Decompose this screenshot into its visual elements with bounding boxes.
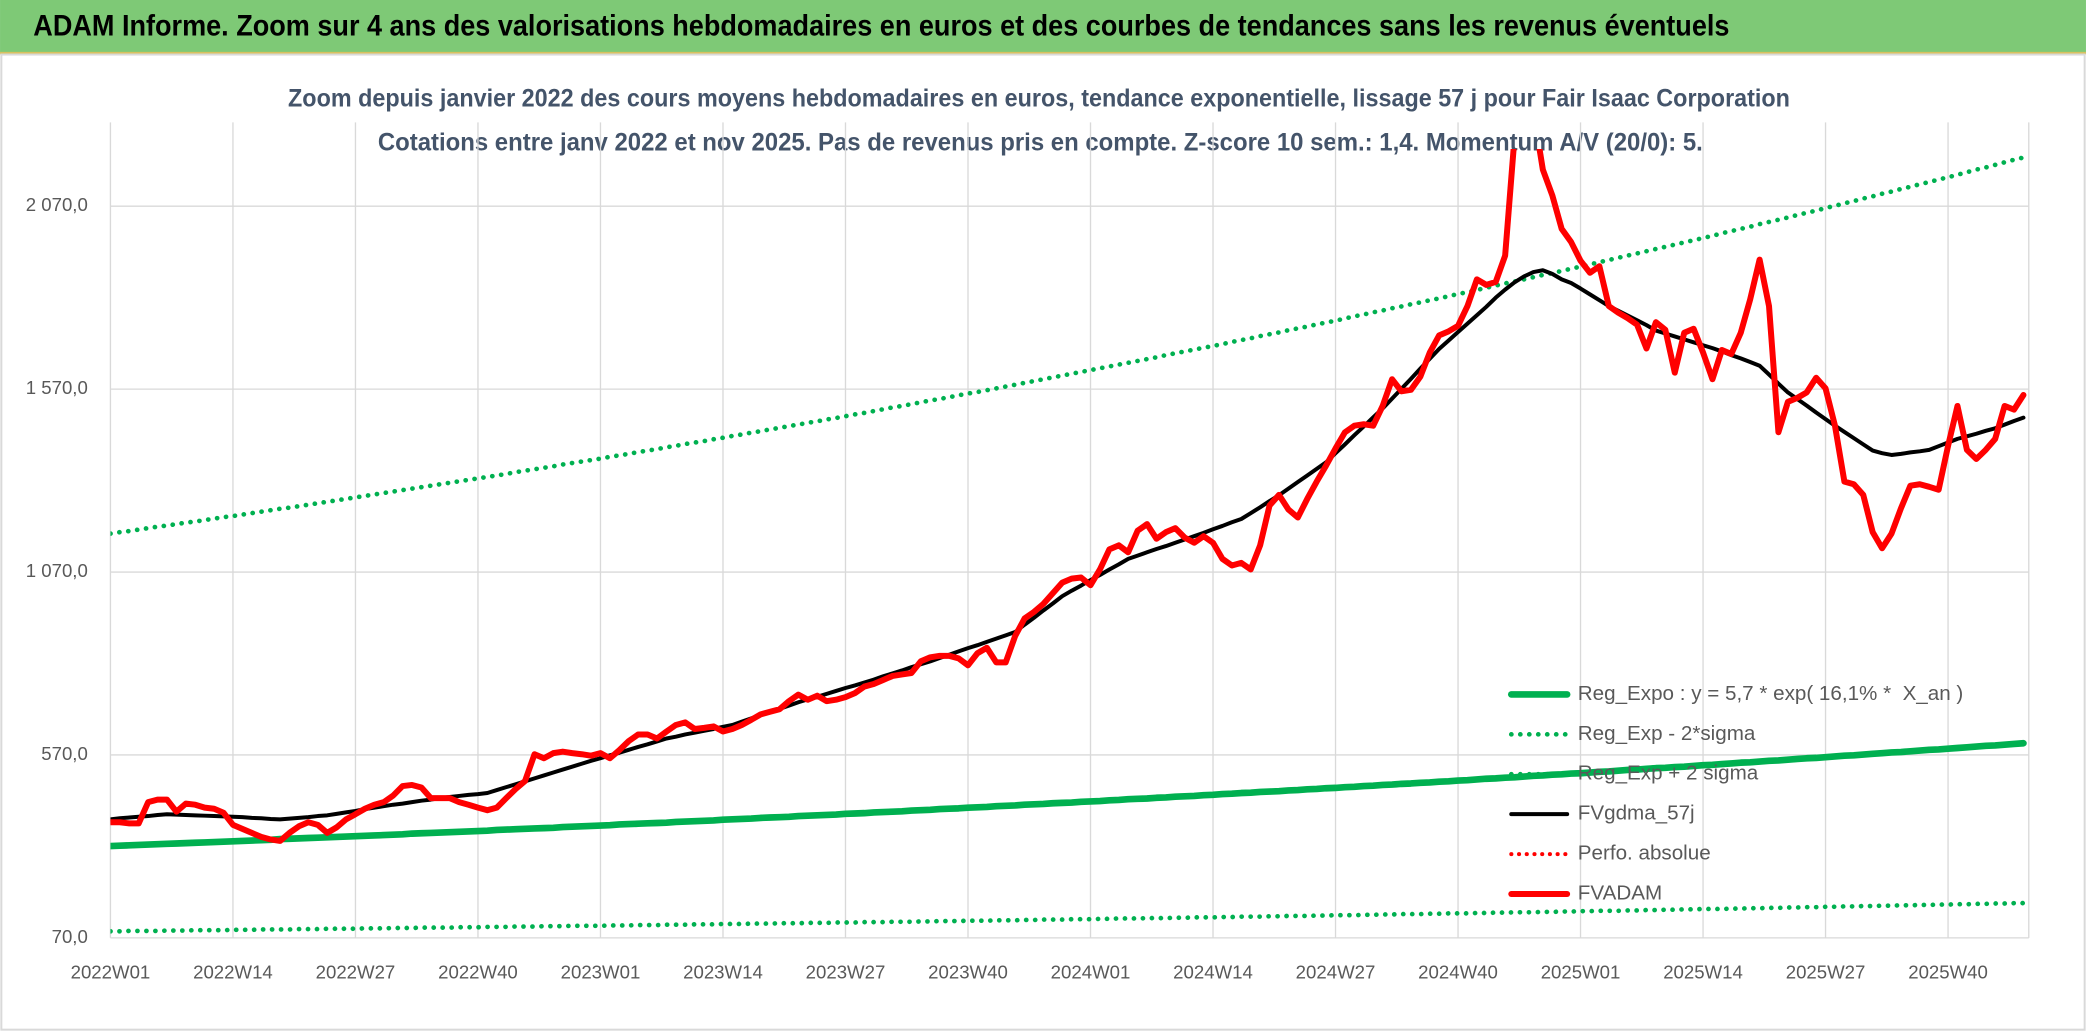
x-tick-label: 2024W27	[1296, 962, 1376, 983]
x-tick-label: 2023W01	[561, 962, 641, 983]
x-tick-label: 2022W40	[438, 962, 518, 983]
chart-title: Zoom depuis janvier 2022 des cours moyen…	[288, 84, 1790, 112]
y-tick-label: 2 070,0	[26, 194, 88, 215]
legend-label: Reg_Exp + 2 sigma	[1578, 762, 1759, 785]
line-series	[110, 739, 2027, 850]
chart-frame	[0, 53, 2086, 1031]
x-tick-label: 2023W40	[928, 962, 1008, 983]
x-tick-label: 2022W01	[71, 962, 151, 983]
plot-area	[110, 148, 2027, 934]
header-bar	[0, 0, 2086, 54]
y-tick-label: 70,0	[52, 926, 88, 947]
legend: Reg_Expo : y = 5,7 * exp( 16,1% * X_an )…	[1507, 682, 1964, 904]
legend-label: Perfo. absolue	[1578, 842, 1711, 865]
page-header: ADAM Informe. Zoom sur 4 ans des valoris…	[33, 11, 1729, 43]
y-tick-label: 1 070,0	[26, 560, 88, 581]
chart-subtitle: Cotations entre janv 2022 et nov 2025. P…	[378, 128, 1703, 156]
x-tick-label: 2024W40	[1418, 962, 1498, 983]
line-series	[110, 155, 2026, 536]
y-tick-label: 570,0	[41, 743, 88, 764]
legend-label: Reg_Exp - 2*sigma	[1578, 722, 1756, 745]
x-tick-label: 2023W27	[806, 962, 886, 983]
x-tick-label: 2022W27	[316, 962, 396, 983]
legend-label: FVADAM	[1578, 881, 1662, 904]
x-tick-label: 2023W14	[683, 962, 763, 983]
x-tick-label: 2024W01	[1051, 962, 1131, 983]
x-tick-label: 2025W27	[1786, 962, 1866, 983]
x-tick-label: 2025W40	[1908, 962, 1988, 983]
line-series	[110, 148, 2027, 844]
legend-label: Reg_Expo : y = 5,7 * exp( 16,1% * X_an )	[1578, 682, 1964, 705]
x-tick-label: 2025W14	[1663, 962, 1743, 983]
x-tick-label: 2025W01	[1541, 962, 1621, 983]
legend-label: FVgdma_57j	[1578, 802, 1695, 825]
y-tick-label: 1 570,0	[26, 377, 88, 398]
x-tick-label: 2022W14	[193, 962, 273, 983]
x-tick-label: 2024W14	[1173, 962, 1253, 983]
grid: 70,0 570,0 1 070,0 1 570,0 2 070,0 2022W01 202…	[26, 122, 2030, 983]
